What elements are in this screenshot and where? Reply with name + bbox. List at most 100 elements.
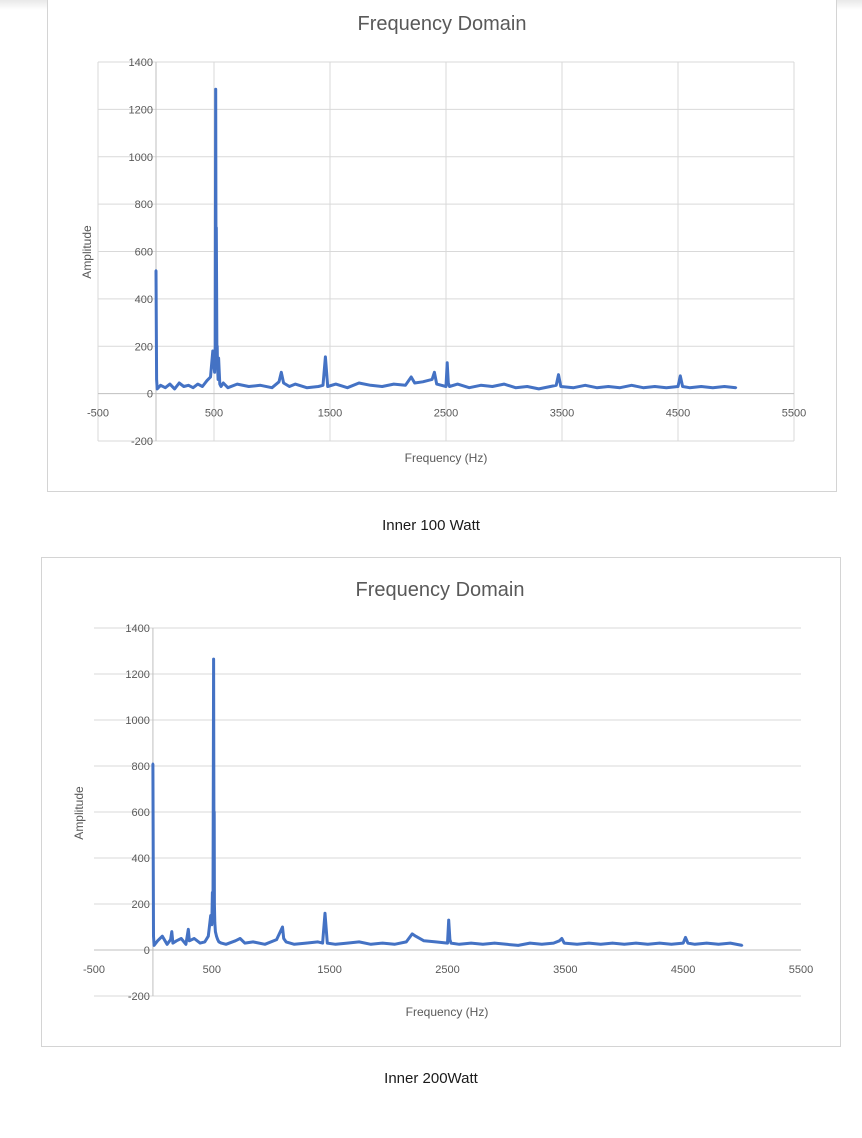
data-point bbox=[218, 382, 221, 386]
data-point bbox=[165, 943, 169, 946]
data-point bbox=[326, 941, 329, 945]
data-point bbox=[435, 382, 438, 386]
data-point bbox=[557, 373, 560, 376]
data-point bbox=[317, 385, 320, 388]
data-point bbox=[207, 935, 210, 938]
data-point bbox=[369, 943, 373, 946]
data-point bbox=[734, 386, 738, 389]
data-point bbox=[187, 384, 190, 387]
data-point bbox=[670, 943, 673, 946]
data-point bbox=[215, 935, 218, 938]
data-point bbox=[282, 937, 285, 940]
data-point bbox=[717, 943, 720, 946]
data-point bbox=[198, 941, 202, 945]
data-point bbox=[191, 386, 195, 389]
data-point bbox=[411, 932, 414, 936]
data-point bbox=[188, 939, 191, 942]
data-point bbox=[410, 375, 413, 379]
data-point bbox=[679, 374, 682, 378]
data-point bbox=[560, 937, 563, 940]
data-point bbox=[682, 941, 685, 945]
data-point bbox=[405, 940, 408, 944]
data-point bbox=[658, 941, 661, 945]
data-point bbox=[164, 386, 167, 389]
data-point bbox=[537, 387, 540, 391]
data-point bbox=[236, 382, 239, 386]
data-point bbox=[214, 88, 217, 91]
data-point bbox=[152, 944, 156, 947]
data-point bbox=[607, 385, 610, 388]
data-point bbox=[215, 354, 219, 357]
data-point bbox=[449, 941, 453, 945]
y-tick-label: 1200 bbox=[129, 104, 153, 116]
data-point bbox=[293, 943, 296, 946]
y-tick-label: 0 bbox=[147, 389, 153, 401]
data-point bbox=[247, 385, 250, 388]
data-point bbox=[209, 375, 212, 379]
x-tick-label: -500 bbox=[83, 964, 105, 976]
y-tick-label: 400 bbox=[135, 294, 153, 306]
data-point bbox=[514, 386, 517, 389]
data-point bbox=[170, 930, 173, 933]
y-tick-label: 600 bbox=[132, 807, 150, 819]
data-point bbox=[572, 386, 575, 389]
data-point bbox=[711, 386, 714, 389]
data-point bbox=[211, 891, 214, 894]
data-point bbox=[234, 939, 237, 942]
data-point bbox=[456, 382, 459, 386]
data-point bbox=[676, 385, 680, 388]
series-line bbox=[154, 87, 737, 391]
data-point bbox=[705, 941, 708, 945]
data-point bbox=[623, 943, 626, 946]
data-point bbox=[684, 936, 687, 939]
data-point bbox=[288, 385, 291, 388]
data-point bbox=[357, 381, 361, 385]
data-point bbox=[182, 385, 185, 388]
x-tick-label: 2500 bbox=[434, 408, 458, 420]
data-point bbox=[282, 381, 285, 385]
y-tick-label: 1400 bbox=[129, 57, 153, 69]
y-tick-label: 200 bbox=[132, 899, 150, 911]
data-point bbox=[216, 364, 219, 367]
chart-canvas-100w: Frequency Domain Frequency (Hz) Amplitud… bbox=[80, 13, 806, 465]
data-point bbox=[642, 386, 645, 389]
data-point bbox=[392, 382, 395, 386]
data-point bbox=[154, 269, 158, 272]
figure-caption-200w: Inner 200Watt bbox=[384, 1070, 478, 1087]
data-point bbox=[729, 941, 732, 945]
chart-frequency-domain-100w: Frequency Domain Frequency (Hz) Amplitud… bbox=[47, 0, 837, 492]
data-point bbox=[479, 384, 482, 387]
data-point bbox=[168, 382, 172, 386]
data-point bbox=[381, 385, 384, 388]
data-point bbox=[187, 928, 190, 931]
data-point bbox=[323, 912, 327, 915]
data-point bbox=[528, 941, 532, 945]
data-point bbox=[178, 381, 181, 385]
data-point bbox=[334, 382, 337, 386]
data-point bbox=[171, 941, 175, 945]
data-point bbox=[205, 379, 209, 382]
y-tick-label: 400 bbox=[132, 853, 150, 865]
x-tick-label: -500 bbox=[87, 408, 109, 420]
data-point bbox=[563, 941, 566, 945]
data-point bbox=[334, 943, 337, 946]
data-point bbox=[184, 943, 188, 946]
data-point bbox=[549, 385, 552, 388]
data-point bbox=[447, 381, 450, 385]
data-point bbox=[214, 321, 218, 324]
x-tick-label: 3500 bbox=[550, 408, 574, 420]
y-tick-label: 200 bbox=[135, 341, 153, 353]
data-point bbox=[213, 902, 216, 906]
y-axis-label: Amplitude bbox=[80, 225, 94, 279]
y-tick-label: 0 bbox=[144, 945, 150, 957]
data-point bbox=[584, 384, 587, 387]
series-line bbox=[151, 657, 743, 947]
data-point bbox=[294, 382, 297, 386]
data-point bbox=[277, 380, 281, 383]
data-point bbox=[326, 385, 329, 388]
data-point bbox=[316, 940, 320, 944]
data-point bbox=[209, 914, 212, 917]
data-point bbox=[491, 385, 494, 388]
data-point bbox=[212, 364, 216, 367]
data-point bbox=[448, 938, 452, 941]
